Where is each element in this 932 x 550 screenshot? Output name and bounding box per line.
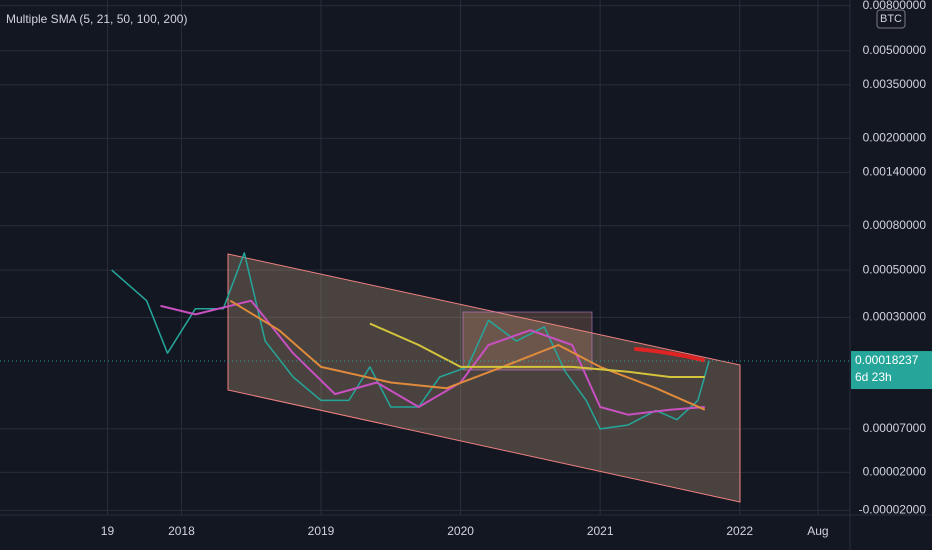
- currency-label: BTC: [880, 13, 902, 25]
- y-tick-label: 0.00030000: [863, 310, 927, 324]
- drawing-mark: [634, 347, 705, 362]
- series-line: [369, 322, 705, 378]
- x-tick-label: 2018: [168, 524, 195, 538]
- x-tick-label: 2021: [587, 524, 614, 538]
- x-tick-label: 2022: [726, 524, 753, 538]
- y-tick-label: -0.00002000: [859, 503, 927, 517]
- channel: [227, 253, 741, 503]
- grid: [0, 0, 850, 515]
- y-tick-label: 0.00200000: [863, 131, 927, 145]
- last-price-label: 0.00018237: [855, 353, 919, 367]
- y-tick-label: 0.00050000: [863, 262, 927, 276]
- x-tick-label: 2020: [447, 524, 474, 538]
- y-tick-label: 0.00140000: [863, 165, 927, 179]
- y-tick-label: 0.00002000: [863, 464, 927, 478]
- indicator-title: Multiple SMA (5, 21, 50, 100, 200): [6, 12, 187, 26]
- axes: 0.00800000 0.00500000 0.00350000 0.00200000…: [101, 0, 932, 538]
- y-tick-label: 0.00080000: [863, 218, 927, 232]
- countdown-label: 6d 23h: [855, 370, 892, 384]
- last-price-box: [851, 351, 932, 390]
- y-tick-label: 0.00800000: [863, 0, 927, 12]
- x-tick-label: 2019: [308, 524, 335, 538]
- currency-badge: [876, 9, 906, 29]
- y-tick-label: 0.00007000: [863, 421, 927, 435]
- range-box: [462, 311, 593, 371]
- series-line: [111, 252, 710, 430]
- x-tick-label: Aug: [807, 524, 828, 538]
- y-tick-label: 0.00350000: [863, 77, 927, 91]
- series-group: [0, 252, 850, 430]
- x-tick-label: 19: [101, 524, 115, 538]
- y-tick-label: 0.00500000: [863, 43, 927, 57]
- series-line: [229, 299, 706, 411]
